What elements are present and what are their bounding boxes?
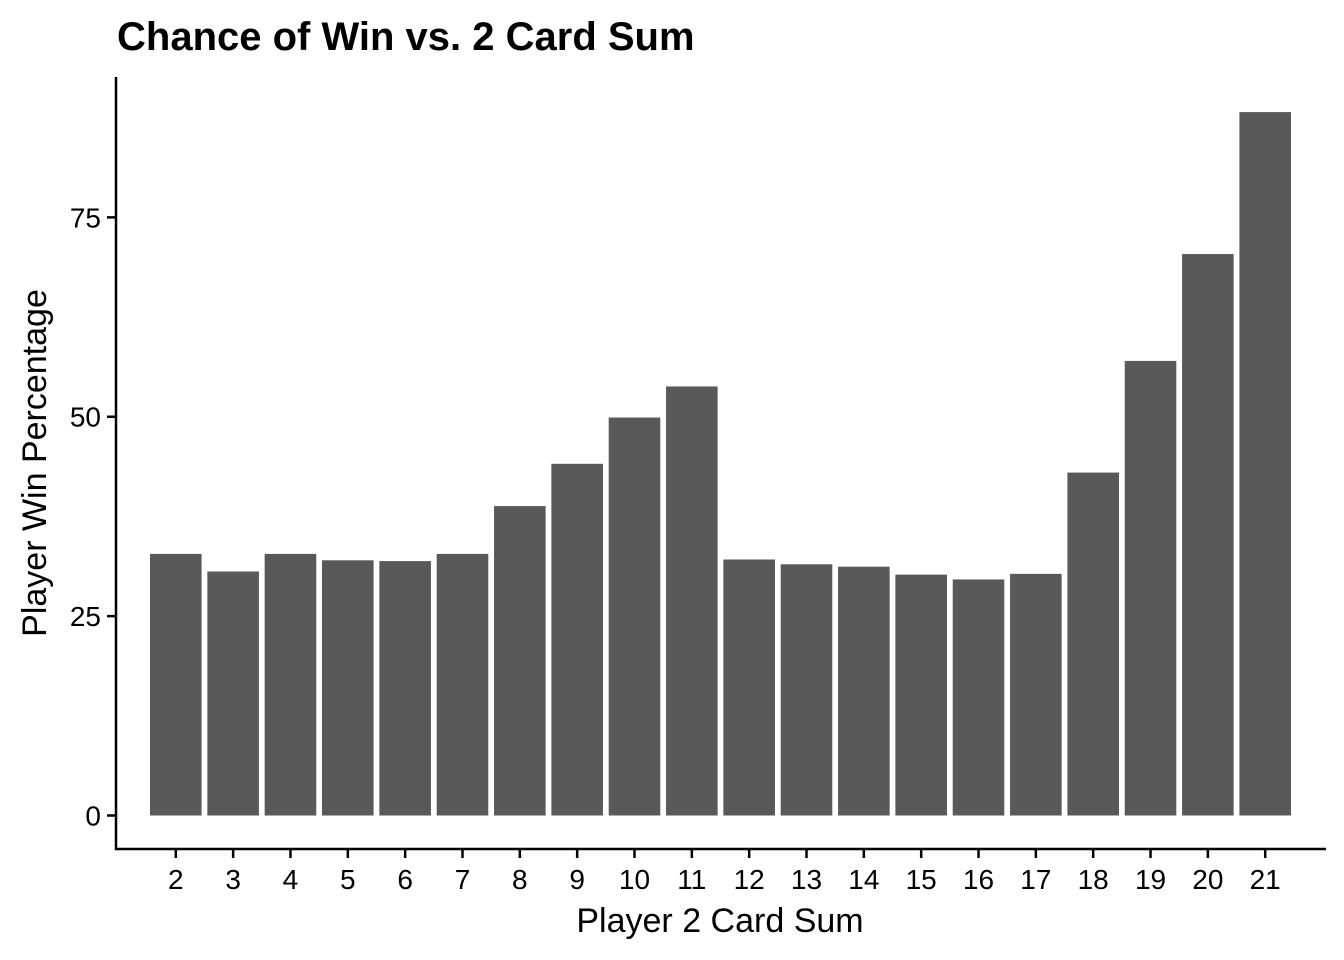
bar-14 xyxy=(838,566,890,816)
chart-title: Chance of Win vs. 2 Card Sum xyxy=(117,15,695,59)
y-axis-ticks: 0 25 50 75 xyxy=(70,202,116,832)
y-tick-label: 25 xyxy=(70,601,101,632)
y-tick-label: 75 xyxy=(70,202,101,233)
bar-17 xyxy=(1010,573,1062,816)
x-tick-label: 5 xyxy=(340,864,356,895)
bar-10 xyxy=(608,417,661,816)
bar-13 xyxy=(780,564,833,816)
y-tick-label: 50 xyxy=(70,402,101,433)
bar-7 xyxy=(436,553,489,816)
bar-5 xyxy=(322,560,374,816)
x-tick-label: 7 xyxy=(455,864,471,895)
x-tick-label: 9 xyxy=(569,864,585,895)
bar-20 xyxy=(1182,254,1234,816)
bar-3 xyxy=(207,571,259,816)
x-tick-label: 13 xyxy=(791,864,822,895)
bar-11 xyxy=(666,386,718,816)
bars-group xyxy=(150,112,1291,816)
bar-15 xyxy=(895,574,947,816)
x-axis-title: Player 2 Card Sum xyxy=(576,902,863,940)
x-tick-label: 12 xyxy=(734,864,765,895)
bar-8 xyxy=(494,506,546,816)
x-tick-label: 3 xyxy=(225,864,241,895)
x-tick-label: 15 xyxy=(906,864,937,895)
bar-2 xyxy=(150,553,202,816)
bar-9 xyxy=(551,463,603,816)
y-tick-label: 0 xyxy=(85,801,101,832)
x-tick-label: 11 xyxy=(677,864,706,895)
x-tick-label: 8 xyxy=(512,864,528,895)
bar-16 xyxy=(952,579,1005,816)
x-tick-label: 17 xyxy=(1020,864,1051,895)
x-tick-label: 18 xyxy=(1078,864,1109,895)
x-tick-label: 19 xyxy=(1135,864,1166,895)
y-axis-title: Player Win Percentage xyxy=(16,289,54,637)
x-tick-label: 10 xyxy=(619,864,650,895)
bar-6 xyxy=(379,561,431,816)
bar-4 xyxy=(264,553,317,816)
bar-12 xyxy=(723,559,775,816)
bar-18 xyxy=(1067,472,1119,816)
x-tick-label: 16 xyxy=(963,864,994,895)
bar-21 xyxy=(1239,112,1291,816)
x-tick-label: 21 xyxy=(1250,864,1281,895)
x-tick-label: 14 xyxy=(848,864,879,895)
x-axis-ticks: 2 3 4 5 6 7 8 9 10 11 12 13 14 15 16 17 18 19 20 21 xyxy=(168,849,1281,895)
x-tick-label: 6 xyxy=(397,864,413,895)
bar-19 xyxy=(1124,360,1177,816)
x-tick-label: 20 xyxy=(1192,864,1223,895)
x-tick-label: 4 xyxy=(283,864,299,895)
x-tick-label: 2 xyxy=(168,864,184,895)
